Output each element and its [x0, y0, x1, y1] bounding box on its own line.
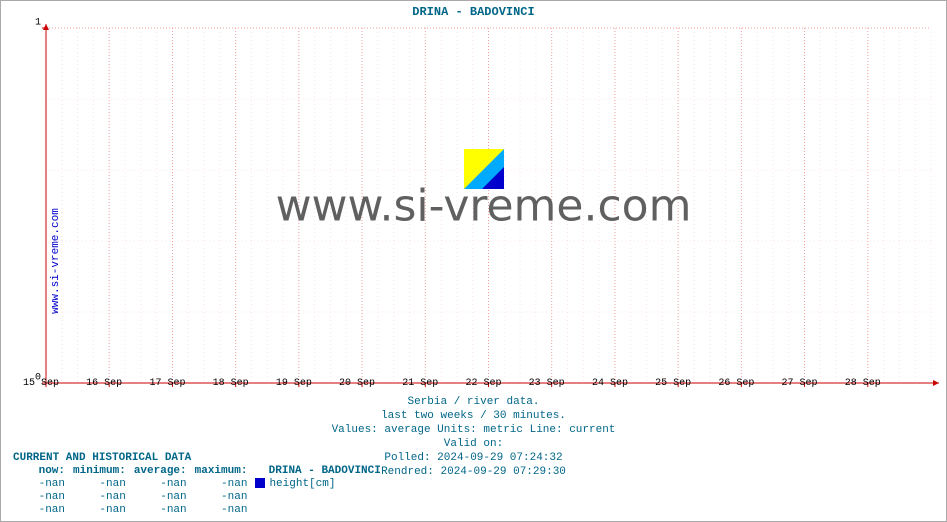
- meta-line: Values: average Units: metric Line: curr…: [1, 423, 946, 437]
- data-cell: -nan: [73, 504, 134, 517]
- data-cell: -nan: [134, 504, 195, 517]
- data-section: CURRENT AND HISTORICAL DATA now:minimum:…: [13, 452, 415, 517]
- data-cell: -nan: [195, 491, 256, 504]
- meta-line: Serbia / river data.: [1, 395, 946, 409]
- y-tick-labels: 01: [27, 23, 41, 378]
- data-header: CURRENT AND HISTORICAL DATA: [13, 452, 415, 465]
- col-header: now:: [13, 465, 73, 478]
- chart-container: www.si-vreme.com DRINA - BADOVINCI www.s…: [0, 0, 947, 522]
- legend-cell: height[cm]: [255, 478, 415, 491]
- x-tick-label: 15 Sep: [23, 378, 59, 389]
- data-cell: -nan: [195, 478, 256, 491]
- data-cell: -nan: [134, 491, 195, 504]
- col-header: maximum:: [195, 465, 256, 478]
- data-cell: -nan: [13, 478, 73, 491]
- x-tick-label: 21 Sep: [402, 378, 438, 389]
- col-header: average:: [134, 465, 195, 478]
- x-tick-label: 27 Sep: [782, 378, 818, 389]
- x-tick-label: 17 Sep: [149, 378, 185, 389]
- x-tick-label: 24 Sep: [592, 378, 628, 389]
- col-header: minimum:: [73, 465, 134, 478]
- watermark-text: www.si-vreme.com: [276, 180, 692, 231]
- plot-area: www.si-vreme.com 01 15 Sep16 Sep17 Sep18…: [41, 23, 926, 378]
- series-header: DRINA - BADOVINCI: [255, 465, 415, 478]
- data-cell: -nan: [134, 478, 195, 491]
- data-cell: -nan: [13, 504, 73, 517]
- x-tick-label: 28 Sep: [845, 378, 881, 389]
- x-tick-label: 22 Sep: [465, 378, 501, 389]
- meta-line: Valid on:: [1, 437, 946, 451]
- x-tick-label: 16 Sep: [86, 378, 122, 389]
- data-cell: -nan: [13, 491, 73, 504]
- x-tick-label: 25 Sep: [655, 378, 691, 389]
- legend-swatch: [255, 478, 265, 488]
- x-tick-label: 23 Sep: [529, 378, 565, 389]
- data-cell: -nan: [195, 504, 256, 517]
- y-tick-label: 1: [35, 18, 41, 29]
- x-tick-label: 26 Sep: [718, 378, 754, 389]
- data-table: now:minimum:average:maximum: DRINA - BAD…: [13, 465, 415, 517]
- x-tick-label: 20 Sep: [339, 378, 375, 389]
- x-tick-labels: 15 Sep16 Sep17 Sep18 Sep19 Sep20 Sep21 S…: [41, 378, 926, 392]
- chart-title: DRINA - BADOVINCI: [1, 5, 946, 19]
- data-cell: -nan: [73, 491, 134, 504]
- x-tick-label: 18 Sep: [213, 378, 249, 389]
- data-cell: -nan: [73, 478, 134, 491]
- meta-line: last two weeks / 30 minutes.: [1, 409, 946, 423]
- x-tick-label: 19 Sep: [276, 378, 312, 389]
